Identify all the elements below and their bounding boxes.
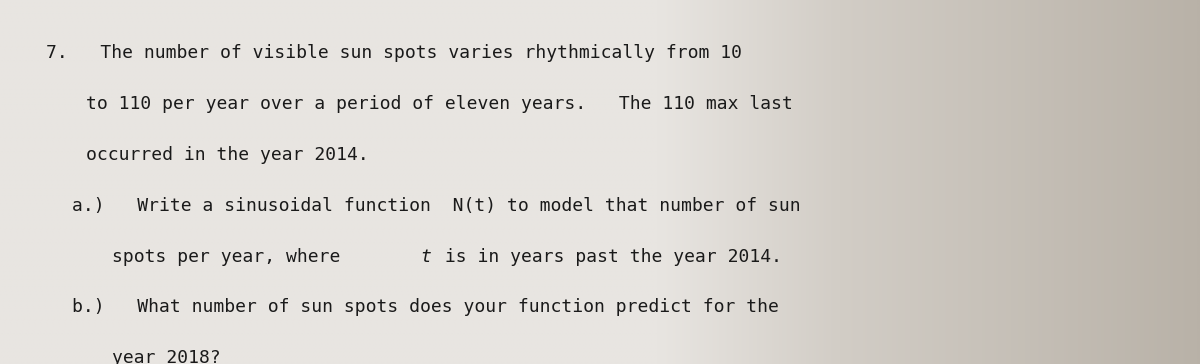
Text: a.)   Write a sinusoidal function  N(t) to model that number of sun: a.) Write a sinusoidal function N(t) to … (72, 197, 800, 214)
Text: occurred in the year 2014.: occurred in the year 2014. (86, 146, 370, 163)
Text: is in years past the year 2014.: is in years past the year 2014. (434, 248, 782, 265)
Text: t: t (420, 248, 431, 265)
Text: b.)   What number of sun spots does your function predict for the: b.) What number of sun spots does your f… (72, 298, 779, 316)
Text: to 110 per year over a period of eleven years.   The 110 max last: to 110 per year over a period of eleven … (86, 95, 793, 112)
Text: year 2018?: year 2018? (112, 349, 221, 364)
Text: 7.   The number of visible sun spots varies rhythmically from 10: 7. The number of visible sun spots varie… (46, 44, 742, 62)
Text: spots per year, where: spots per year, where (112, 248, 350, 265)
